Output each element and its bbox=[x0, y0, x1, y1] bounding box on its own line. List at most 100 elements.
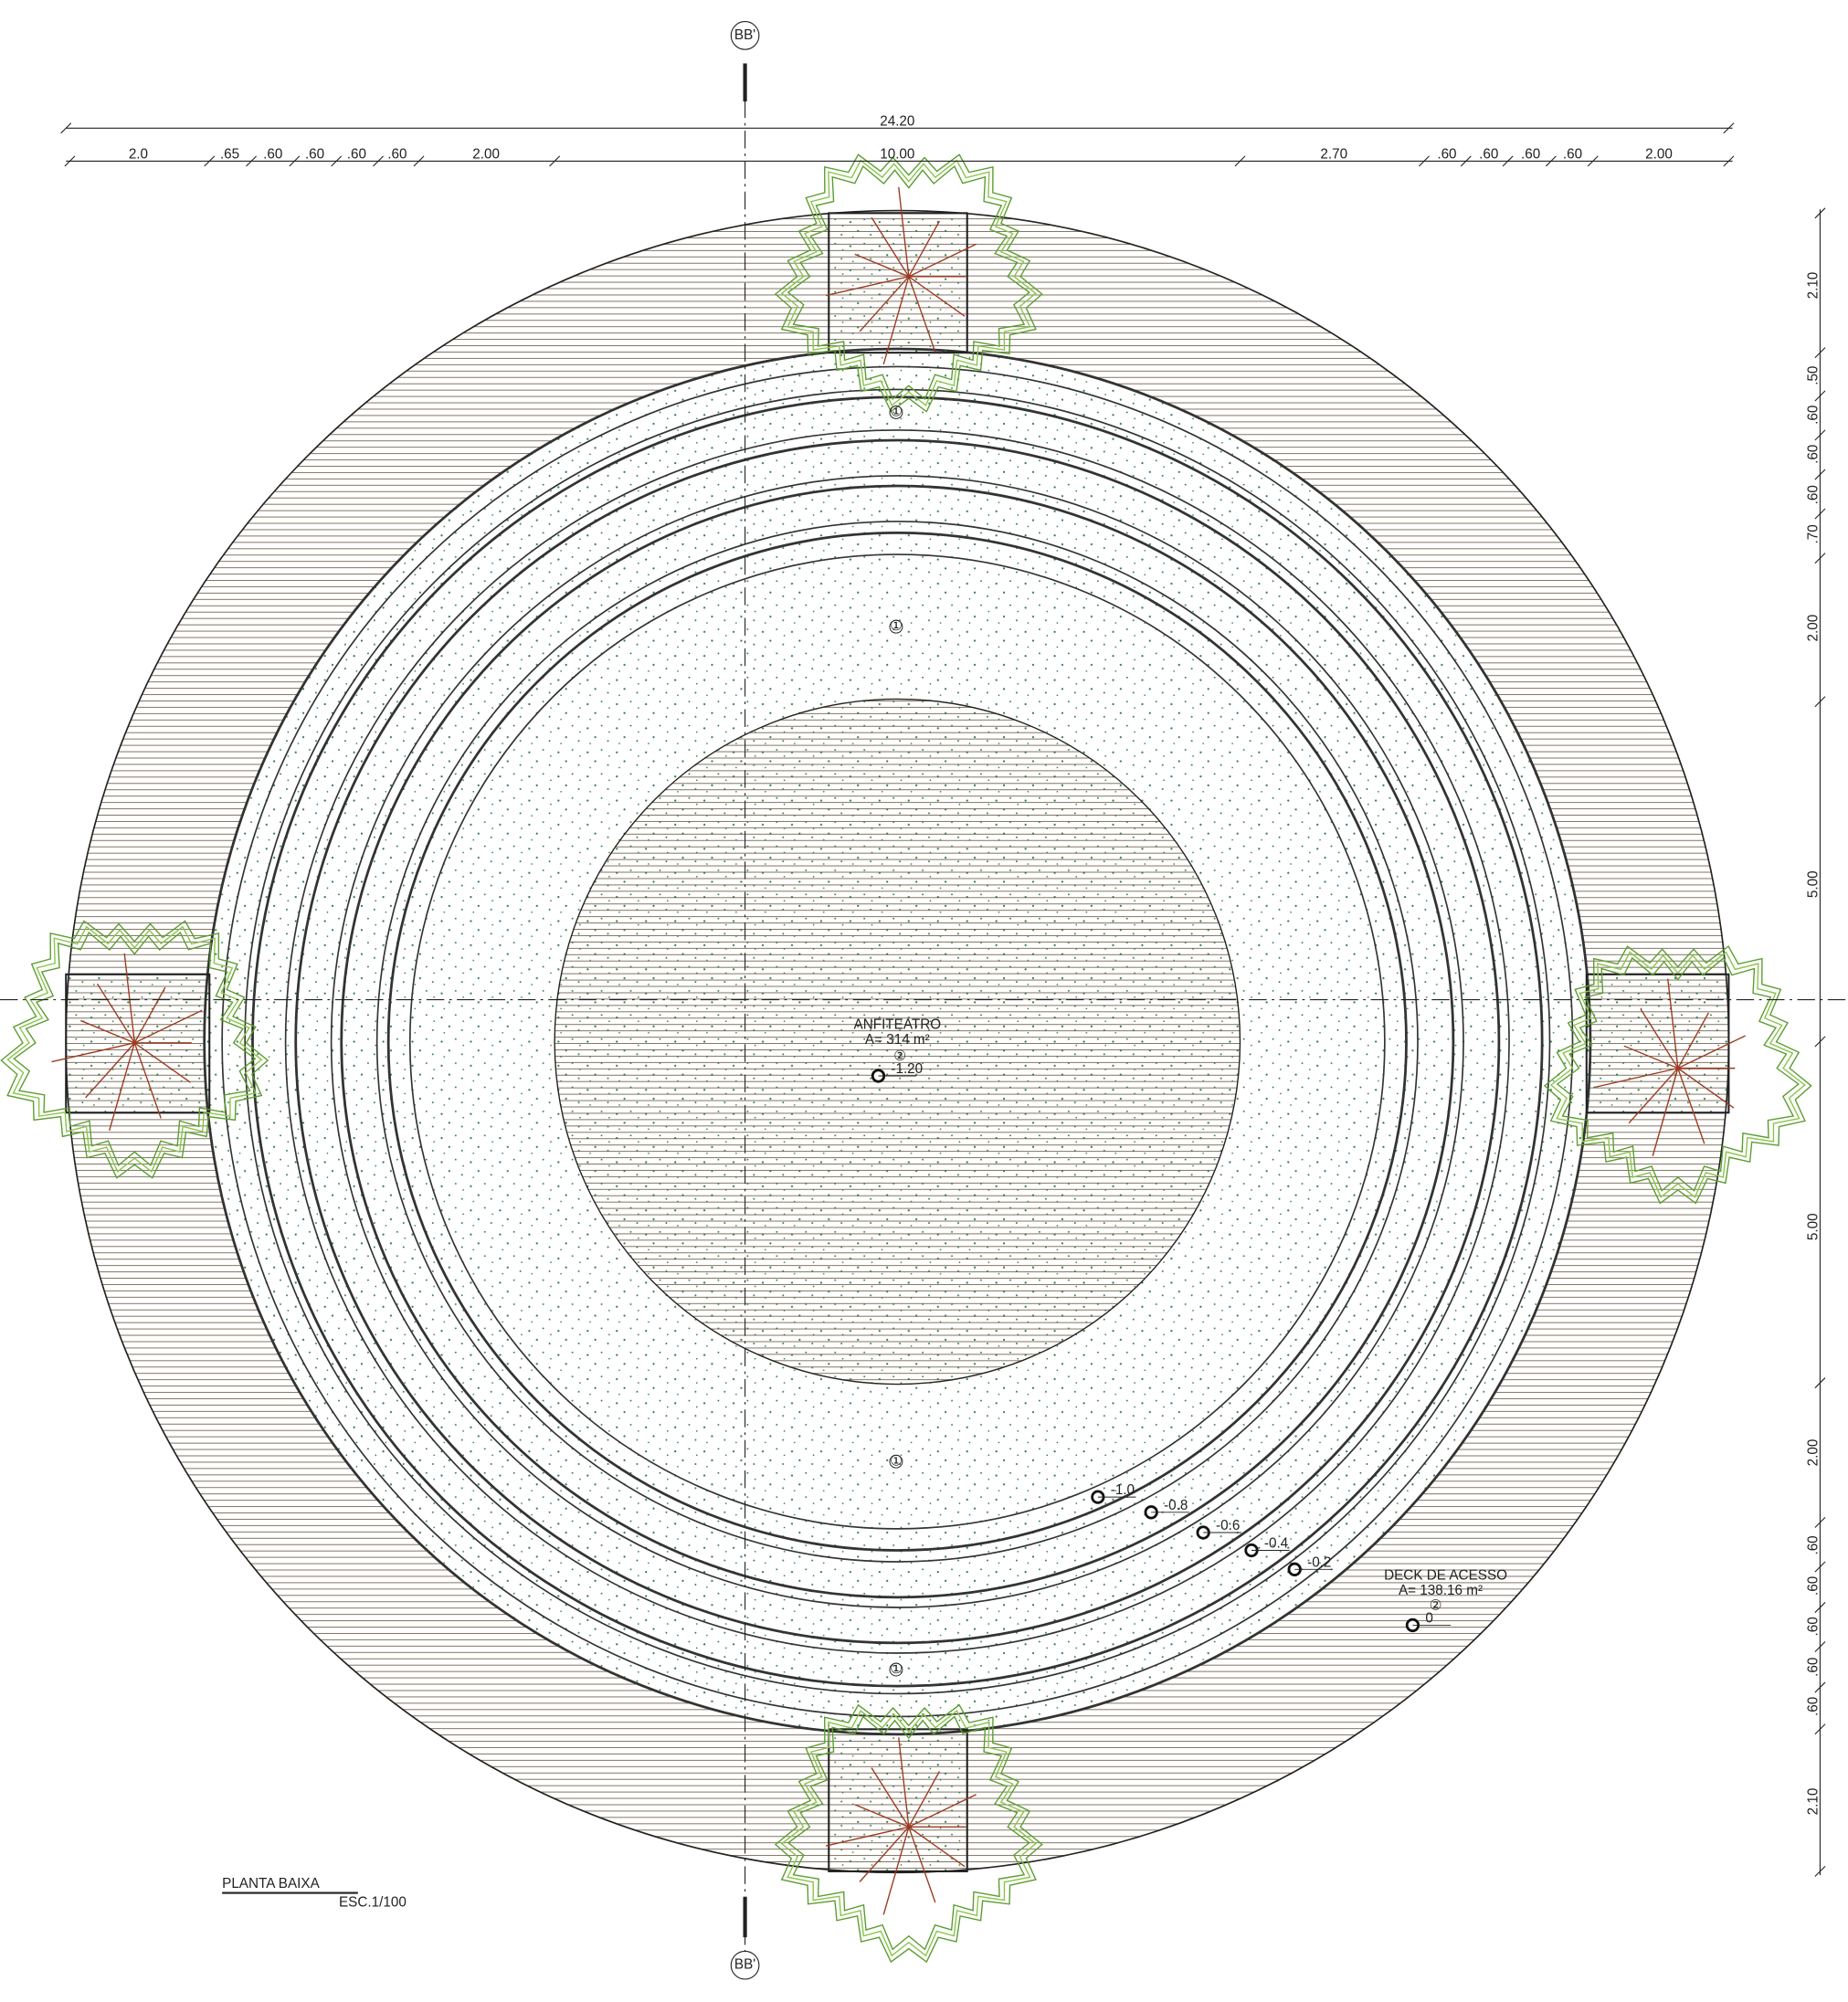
dimension-tick bbox=[1814, 1377, 1826, 1389]
step-edge bbox=[375, 521, 1419, 1563]
dimension-label: 2.0 bbox=[129, 147, 148, 163]
dimension-tick bbox=[1814, 1723, 1826, 1735]
dimension-tick bbox=[1814, 429, 1826, 441]
dimension-label: .70 bbox=[1806, 524, 1822, 543]
tree-branch bbox=[854, 253, 910, 278]
finish-code: ① bbox=[890, 618, 903, 634]
tree-branch bbox=[825, 1826, 909, 1847]
dimension-label: 5.00 bbox=[1806, 1213, 1822, 1240]
dimension-label: .60 bbox=[1806, 485, 1822, 504]
dimension-label: .60 bbox=[1806, 445, 1822, 464]
axes bbox=[0, 69, 1848, 1961]
step-edge bbox=[330, 475, 1464, 1608]
dimension-tick bbox=[1502, 155, 1514, 167]
dimension-label: 2.70 bbox=[1320, 147, 1347, 163]
step-edge bbox=[408, 553, 1386, 1530]
tree-branch bbox=[859, 1826, 910, 1882]
finish-marker bbox=[889, 619, 903, 634]
dimension-label: 2.00 bbox=[1806, 1439, 1822, 1467]
tree-branch bbox=[133, 986, 166, 1044]
level-label: -0.8 bbox=[1164, 1498, 1188, 1513]
level-label: -0.4 bbox=[1264, 1536, 1289, 1552]
dimension-label: .60 bbox=[387, 147, 407, 163]
labels: BB' BB' 24.20 2.0 .65 .60 .60 .60 .60 2.00 10.00 2.… bbox=[129, 27, 1822, 1973]
finish-code: ① bbox=[890, 404, 903, 419]
dimension-tick bbox=[1814, 347, 1826, 359]
step-edge bbox=[284, 429, 1510, 1654]
dimension-tick bbox=[1814, 1602, 1826, 1613]
dimension-label: 5.00 bbox=[1806, 870, 1822, 898]
finish-marker bbox=[889, 1454, 903, 1469]
dimension-tick bbox=[1814, 390, 1826, 402]
tree-branch bbox=[908, 1827, 936, 1903]
dimension-label: 2.00 bbox=[472, 147, 500, 163]
drawing-title: PLANTA BAIXA bbox=[222, 1876, 320, 1891]
dimension-tick bbox=[1814, 1681, 1826, 1693]
dimension-tick bbox=[331, 155, 343, 167]
step-edge bbox=[386, 532, 1408, 1552]
level-label: 0 bbox=[1425, 1611, 1433, 1627]
tree-branch bbox=[871, 216, 910, 278]
trees bbox=[0, 153, 1812, 1964]
step-edge bbox=[340, 484, 1455, 1599]
finish-code: ② bbox=[1430, 1598, 1442, 1614]
dimension-tick bbox=[1460, 155, 1472, 167]
tree-canopy bbox=[787, 165, 1030, 401]
tree-branch bbox=[1667, 978, 1679, 1069]
dimension-tick bbox=[549, 155, 561, 167]
dimension-label: .60 bbox=[1806, 1658, 1822, 1677]
tree-branch bbox=[882, 276, 910, 365]
level-label: -1.0 bbox=[1111, 1482, 1135, 1498]
step-edge bbox=[294, 438, 1501, 1645]
tree-branch bbox=[1677, 1012, 1710, 1069]
section-mark: BB' bbox=[734, 27, 755, 43]
tree-branch bbox=[854, 1804, 910, 1828]
dimension-label: .60 bbox=[347, 147, 366, 163]
dimension-label: 2.00 bbox=[1806, 615, 1822, 642]
tree-branch bbox=[908, 276, 966, 317]
dimension-tick bbox=[1418, 155, 1430, 167]
step-edge bbox=[244, 388, 1551, 1695]
tree-branch bbox=[1652, 1068, 1679, 1156]
dimension-label: .60 bbox=[1806, 406, 1822, 425]
tree-branch bbox=[882, 1827, 910, 1915]
dimension-tick bbox=[1234, 155, 1246, 167]
tree-canopy bbox=[13, 932, 257, 1167]
dimension-tick bbox=[1814, 1865, 1826, 1877]
tree-canopy bbox=[0, 920, 269, 1179]
tree-branch bbox=[898, 186, 910, 277]
dimension-label: 2.10 bbox=[1806, 272, 1822, 300]
tree-branch bbox=[133, 1042, 162, 1119]
dimension-tick bbox=[1814, 553, 1826, 564]
dimension-tick bbox=[1814, 1036, 1826, 1048]
tree-canopy bbox=[787, 1715, 1030, 1951]
dimension-label: .60 bbox=[1479, 147, 1498, 163]
tree-branch bbox=[908, 220, 941, 278]
tree-branch bbox=[908, 1771, 941, 1828]
dimension-tick bbox=[1814, 469, 1826, 480]
tree-branch bbox=[1677, 1068, 1705, 1144]
dimension-tick bbox=[1723, 155, 1735, 167]
dimension-tick bbox=[1545, 155, 1557, 167]
dimension-label: .65 bbox=[220, 147, 239, 163]
tree-branch bbox=[133, 1042, 191, 1083]
step-edge bbox=[251, 395, 1544, 1688]
tree-branch bbox=[825, 276, 909, 297]
dimension-label: .60 bbox=[1806, 1697, 1822, 1716]
dimension-tick bbox=[204, 155, 216, 167]
dimension-tick bbox=[1814, 207, 1826, 219]
tree-branch bbox=[908, 276, 936, 353]
tree-branch bbox=[1628, 1068, 1679, 1124]
dimension-tick bbox=[1723, 122, 1735, 134]
dimension-tick bbox=[1814, 1516, 1826, 1528]
tree-canopy bbox=[6, 925, 263, 1173]
dimension-total: 24.20 bbox=[880, 113, 914, 129]
tree-branch bbox=[108, 1042, 135, 1132]
dimension-tick bbox=[373, 155, 384, 167]
dimension-tick bbox=[413, 155, 425, 167]
stage bbox=[554, 698, 1241, 1386]
dimension-label: 10.00 bbox=[880, 147, 914, 163]
area-size: A= 314 m² bbox=[865, 1032, 930, 1048]
tree-branch bbox=[1594, 1067, 1678, 1089]
dimension-lines bbox=[60, 21, 1826, 1980]
